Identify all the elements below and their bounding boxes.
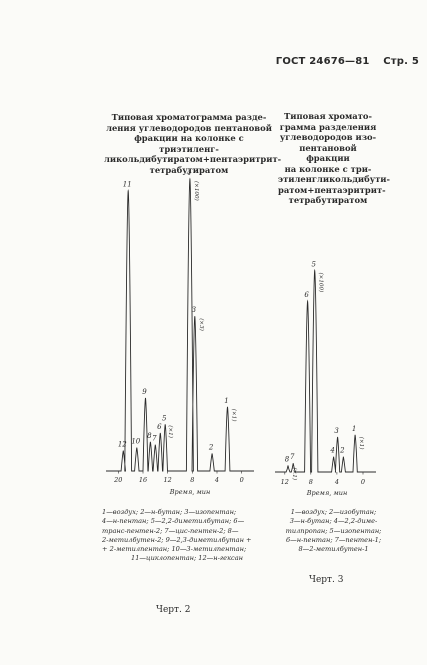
legend-line: 11—циклопентан; 12—н-гексан bbox=[131, 554, 243, 563]
axis-tick-label: 4 bbox=[334, 478, 339, 486]
page-header: ГОСТ 24676—81 Стр. 5 bbox=[276, 56, 419, 67]
chromatogram-trace bbox=[106, 177, 254, 472]
peak-label: 10 bbox=[131, 438, 140, 446]
legend-line: тилпропан; 5—изопентан; bbox=[285, 526, 382, 535]
peak-label: 3 bbox=[192, 306, 197, 314]
caption-line: ликольдибутиратом+пентаэритрит- bbox=[104, 154, 282, 164]
caption-line: ления углеводородов пентановой bbox=[106, 122, 272, 133]
legend-line: + 2-метилпентан; 10—3-метилпентан; bbox=[102, 545, 247, 554]
axis-tick-label: 12 bbox=[164, 476, 172, 484]
axis-tick-label: 16 bbox=[139, 476, 147, 484]
peak-label: 2 bbox=[339, 447, 345, 455]
legend-line: 1—воздух; 2—н-бутан; 3—изопентан; bbox=[102, 508, 237, 516]
peak-annotation: (×100) bbox=[318, 273, 325, 293]
figure-3-label: Черт. 3 bbox=[309, 575, 344, 585]
peak-label: 6 bbox=[157, 423, 162, 431]
peak-label: 11 bbox=[123, 181, 132, 189]
legend-line: 1—воздух; 2—изобутан; bbox=[290, 508, 377, 516]
peak-annotation: (×3) bbox=[198, 318, 205, 331]
peak-annotation: (×1) bbox=[231, 409, 238, 422]
caption-line: ратом+пентаэритрит- bbox=[278, 184, 386, 195]
peak-label: 5 bbox=[311, 261, 316, 269]
peak-annotation: (×1) bbox=[167, 425, 174, 438]
axis-tick-label: 8 bbox=[190, 476, 194, 484]
caption-line: пентановой фракции bbox=[299, 142, 357, 164]
figure-3-caption: Типовая хромато- грамма разделения углев… bbox=[278, 111, 390, 206]
peak-label: 1 bbox=[352, 425, 356, 433]
legend-line: 2-метилбутен-2; 9—2,3-диметилбутан + bbox=[102, 535, 252, 544]
caption-line: этиленгликольдибути- bbox=[278, 174, 390, 184]
caption-line: тетрабутиратом bbox=[149, 164, 229, 175]
caption-line: углеводородов изо- bbox=[279, 132, 377, 142]
peak-label: 5 bbox=[162, 414, 167, 422]
chromatogram-trace bbox=[275, 268, 376, 473]
figure-2-legend: 1—воздух; 2—н-бутан; 3—изопентан; 4—н-пе… bbox=[102, 508, 272, 564]
caption-line: Типовая хроматограмма разде- bbox=[111, 112, 267, 122]
page-number: Стр. 5 bbox=[383, 56, 419, 67]
legend-line: транс-пентен-2; 7—цис-пентен-2; 8— bbox=[102, 526, 239, 535]
axis-tick-label: 4 bbox=[214, 476, 219, 484]
peak-label: 9 bbox=[142, 388, 147, 396]
peak-label: 6 bbox=[304, 291, 309, 299]
peak-annotation: (×100) bbox=[193, 181, 200, 201]
figure-3-axis-label: Время, мин bbox=[306, 489, 348, 497]
legend-line: 8—2-метилбутен-1 bbox=[298, 545, 369, 554]
legend-line: 4—н-пентан; 5—2,2-диметилбутан; 6— bbox=[102, 517, 245, 526]
axis-tick-label: 0 bbox=[240, 476, 244, 484]
figure-2-caption: Типовая хроматограмма разде- ления углев… bbox=[104, 112, 282, 175]
caption-line: на колонке с три- bbox=[284, 163, 372, 174]
peak-annotation: (×1) bbox=[358, 437, 365, 450]
peak-label: 3 bbox=[334, 427, 339, 435]
caption-line: тетрабутиратом bbox=[288, 195, 368, 205]
peak-label: 7 bbox=[290, 453, 295, 461]
figure-2-label: Черт. 2 bbox=[156, 605, 191, 615]
peak-annotation: (×1) bbox=[291, 467, 298, 480]
caption-line: грамма разделения bbox=[279, 121, 377, 132]
peak-label: 2 bbox=[208, 444, 214, 452]
axis-tick-label: 8 bbox=[309, 478, 313, 486]
standard-number: ГОСТ 24676—81 bbox=[275, 56, 370, 67]
legend-line: 3—н-бутан; 4—2,2-диме- bbox=[289, 517, 378, 526]
axis-tick-label: 0 bbox=[361, 478, 365, 486]
peak-label: 4 bbox=[186, 169, 191, 177]
peak-label: 8 bbox=[147, 432, 152, 440]
peak-label: 7 bbox=[152, 435, 157, 443]
caption-line: Типовая хромато- bbox=[284, 111, 372, 121]
peak-label: 4 bbox=[329, 447, 334, 455]
peak-label: 1 bbox=[224, 397, 228, 405]
axis-tick-label: 20 bbox=[113, 476, 122, 484]
legend-line: 6—н-пентан; 7—пентен-1; bbox=[285, 535, 382, 544]
figure-2-axis-label: Время, мин bbox=[169, 488, 211, 496]
peak-label: 12 bbox=[118, 441, 127, 449]
caption-line: фракции на колонке с триэтиленг- bbox=[134, 133, 244, 154]
figure-3-legend: 1—воздух; 2—изобутан; 3—н-бутан; 4—2,2-д… bbox=[281, 508, 386, 554]
axis-tick-label: 12 bbox=[281, 478, 289, 486]
peak-label: 8 bbox=[285, 455, 290, 463]
